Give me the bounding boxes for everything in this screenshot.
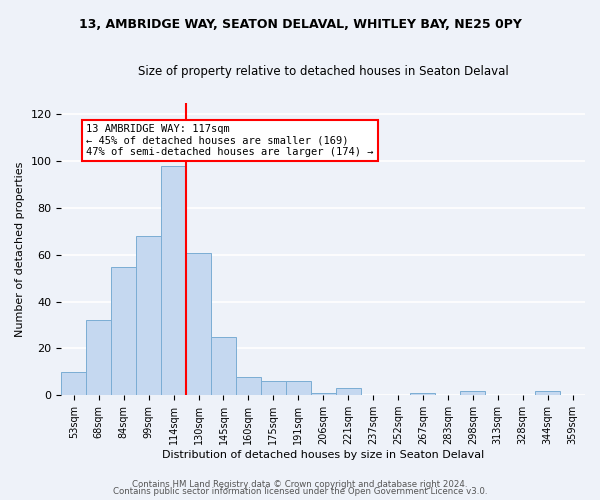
Text: Contains public sector information licensed under the Open Government Licence v3: Contains public sector information licen… (113, 487, 487, 496)
Bar (211, 336, 236, 395)
Bar (311, 393, 335, 395)
Bar (460, 390, 485, 395)
Bar (410, 393, 436, 395)
X-axis label: Distribution of detached houses by size in Seaton Delaval: Distribution of detached houses by size … (162, 450, 484, 460)
Title: Size of property relative to detached houses in Seaton Delaval: Size of property relative to detached ho… (138, 65, 509, 78)
Bar (111, 266, 136, 395)
Bar (186, 252, 211, 395)
Bar (261, 381, 286, 395)
Y-axis label: Number of detached properties: Number of detached properties (15, 162, 25, 336)
Bar (61, 372, 86, 395)
Bar (286, 381, 311, 395)
Text: 13, AMBRIDGE WAY, SEATON DELAVAL, WHITLEY BAY, NE25 0PY: 13, AMBRIDGE WAY, SEATON DELAVAL, WHITLE… (79, 18, 521, 30)
Text: 13 AMBRIDGE WAY: 117sqm
← 45% of detached houses are smaller (169)
47% of semi-d: 13 AMBRIDGE WAY: 117sqm ← 45% of detache… (86, 124, 374, 157)
Bar (136, 236, 161, 395)
Bar (335, 388, 361, 395)
Text: Contains HM Land Registry data © Crown copyright and database right 2024.: Contains HM Land Registry data © Crown c… (132, 480, 468, 489)
Bar (535, 390, 560, 395)
Bar (161, 166, 186, 395)
Bar (236, 376, 261, 395)
Bar (86, 320, 111, 395)
